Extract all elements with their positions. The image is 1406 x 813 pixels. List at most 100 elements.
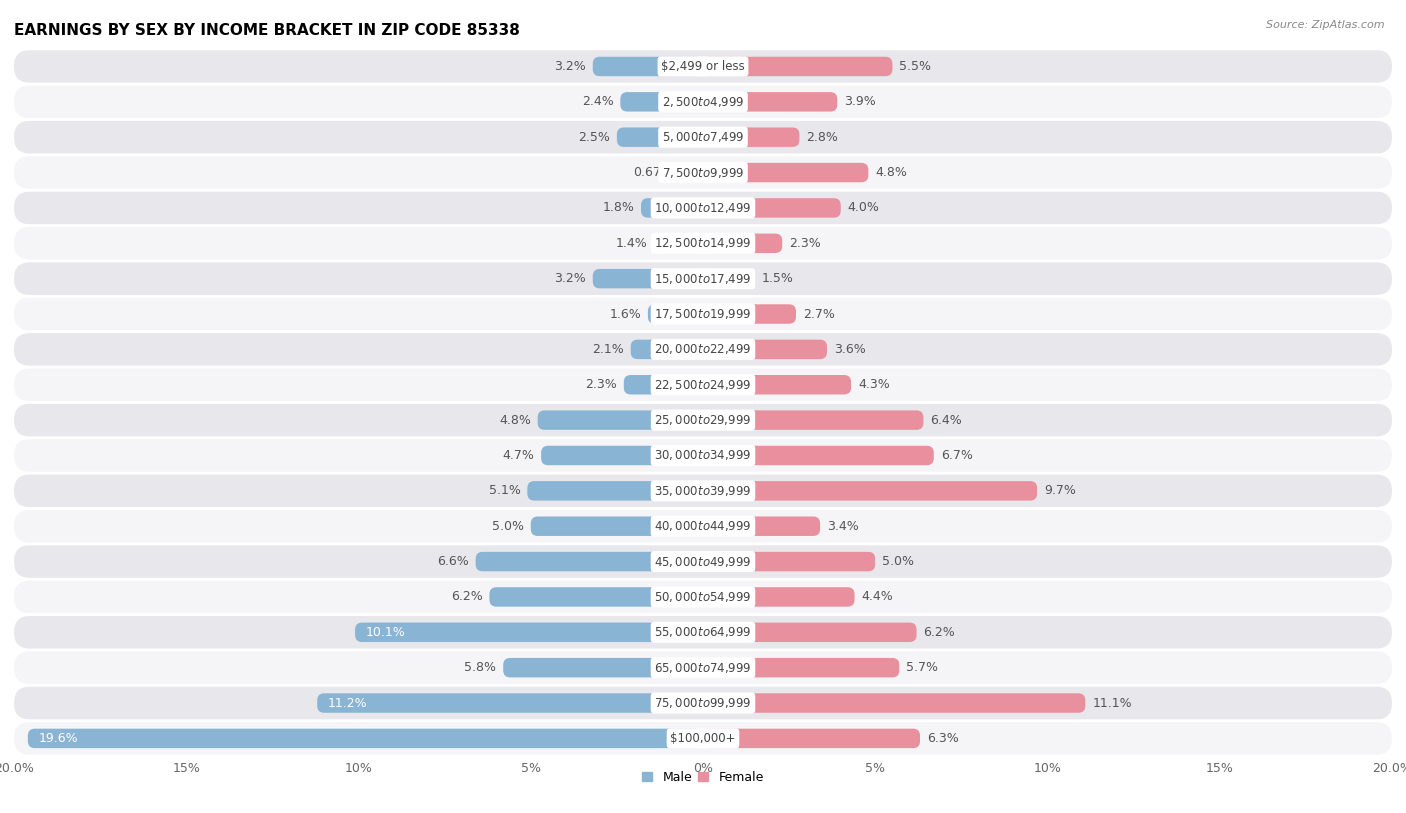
Text: 2.1%: 2.1% [592, 343, 624, 356]
FancyBboxPatch shape [620, 92, 703, 111]
Text: 5.0%: 5.0% [882, 555, 914, 568]
Text: 1.4%: 1.4% [616, 237, 648, 250]
Text: 6.4%: 6.4% [931, 414, 962, 427]
Text: 4.8%: 4.8% [875, 166, 907, 179]
FancyBboxPatch shape [703, 728, 920, 748]
Text: Source: ZipAtlas.com: Source: ZipAtlas.com [1267, 20, 1385, 30]
FancyBboxPatch shape [703, 233, 782, 253]
Text: 19.6%: 19.6% [38, 732, 77, 745]
FancyBboxPatch shape [703, 658, 900, 677]
FancyBboxPatch shape [703, 411, 924, 430]
Text: $100,000+: $100,000+ [671, 732, 735, 745]
FancyBboxPatch shape [703, 481, 1038, 501]
FancyBboxPatch shape [703, 623, 917, 642]
Text: $65,000 to $74,999: $65,000 to $74,999 [654, 661, 752, 675]
FancyBboxPatch shape [703, 198, 841, 218]
Text: 2.4%: 2.4% [582, 95, 613, 108]
Text: 6.3%: 6.3% [927, 732, 959, 745]
Text: 10.1%: 10.1% [366, 626, 405, 639]
Text: 1.6%: 1.6% [609, 307, 641, 320]
FancyBboxPatch shape [14, 85, 1392, 118]
Text: 9.7%: 9.7% [1045, 485, 1076, 498]
FancyBboxPatch shape [703, 375, 851, 394]
Text: $10,000 to $12,499: $10,000 to $12,499 [654, 201, 752, 215]
Text: $5,000 to $7,499: $5,000 to $7,499 [662, 130, 744, 144]
FancyBboxPatch shape [318, 693, 703, 713]
Text: 6.7%: 6.7% [941, 449, 973, 462]
Text: EARNINGS BY SEX BY INCOME BRACKET IN ZIP CODE 85338: EARNINGS BY SEX BY INCOME BRACKET IN ZIP… [14, 23, 520, 38]
FancyBboxPatch shape [14, 227, 1392, 259]
FancyBboxPatch shape [537, 411, 703, 430]
Text: 4.8%: 4.8% [499, 414, 531, 427]
Text: 5.5%: 5.5% [900, 60, 931, 73]
Text: 6.6%: 6.6% [437, 555, 468, 568]
Text: 2.3%: 2.3% [789, 237, 821, 250]
Text: 1.8%: 1.8% [602, 202, 634, 215]
Legend: Male, Female: Male, Female [637, 766, 769, 789]
FancyBboxPatch shape [593, 269, 703, 289]
FancyBboxPatch shape [648, 304, 703, 324]
Text: 2.8%: 2.8% [807, 131, 838, 144]
FancyBboxPatch shape [14, 651, 1392, 684]
Text: $35,000 to $39,999: $35,000 to $39,999 [654, 484, 752, 498]
FancyBboxPatch shape [14, 263, 1392, 295]
Text: $15,000 to $17,499: $15,000 to $17,499 [654, 272, 752, 285]
Text: $7,500 to $9,999: $7,500 to $9,999 [662, 166, 744, 180]
FancyBboxPatch shape [641, 198, 703, 218]
FancyBboxPatch shape [14, 50, 1392, 83]
FancyBboxPatch shape [14, 722, 1392, 754]
FancyBboxPatch shape [681, 163, 703, 182]
FancyBboxPatch shape [14, 156, 1392, 189]
FancyBboxPatch shape [14, 368, 1392, 401]
FancyBboxPatch shape [28, 728, 703, 748]
Text: 11.1%: 11.1% [1092, 697, 1132, 710]
Text: 5.0%: 5.0% [492, 520, 524, 533]
FancyBboxPatch shape [703, 57, 893, 76]
Text: 1.5%: 1.5% [762, 272, 793, 285]
Text: 5.7%: 5.7% [907, 661, 938, 674]
FancyBboxPatch shape [475, 552, 703, 572]
FancyBboxPatch shape [703, 269, 755, 289]
Text: $22,500 to $24,999: $22,500 to $24,999 [654, 378, 752, 392]
Text: $12,500 to $14,999: $12,500 to $14,999 [654, 237, 752, 250]
FancyBboxPatch shape [655, 233, 703, 253]
Text: $30,000 to $34,999: $30,000 to $34,999 [654, 449, 752, 463]
FancyBboxPatch shape [489, 587, 703, 606]
FancyBboxPatch shape [703, 340, 827, 359]
FancyBboxPatch shape [703, 516, 820, 536]
Text: $50,000 to $54,999: $50,000 to $54,999 [654, 590, 752, 604]
Text: 0.67%: 0.67% [633, 166, 673, 179]
FancyBboxPatch shape [703, 163, 869, 182]
FancyBboxPatch shape [527, 481, 703, 501]
Text: 4.0%: 4.0% [848, 202, 880, 215]
Text: 5.8%: 5.8% [464, 661, 496, 674]
FancyBboxPatch shape [703, 128, 800, 147]
Text: $25,000 to $29,999: $25,000 to $29,999 [654, 413, 752, 427]
FancyBboxPatch shape [703, 587, 855, 606]
FancyBboxPatch shape [14, 616, 1392, 649]
Text: 4.4%: 4.4% [862, 590, 893, 603]
Text: 6.2%: 6.2% [451, 590, 482, 603]
FancyBboxPatch shape [593, 57, 703, 76]
Text: $75,000 to $99,999: $75,000 to $99,999 [654, 696, 752, 710]
FancyBboxPatch shape [14, 510, 1392, 542]
Text: $40,000 to $44,999: $40,000 to $44,999 [654, 520, 752, 533]
FancyBboxPatch shape [14, 333, 1392, 366]
Text: $17,500 to $19,999: $17,500 to $19,999 [654, 307, 752, 321]
FancyBboxPatch shape [703, 92, 838, 111]
Text: 3.2%: 3.2% [554, 272, 586, 285]
Text: 3.9%: 3.9% [844, 95, 876, 108]
Text: 3.4%: 3.4% [827, 520, 859, 533]
Text: 2.5%: 2.5% [578, 131, 610, 144]
FancyBboxPatch shape [703, 693, 1085, 713]
Text: 11.2%: 11.2% [328, 697, 367, 710]
FancyBboxPatch shape [703, 304, 796, 324]
FancyBboxPatch shape [14, 298, 1392, 330]
FancyBboxPatch shape [14, 404, 1392, 437]
FancyBboxPatch shape [14, 439, 1392, 472]
FancyBboxPatch shape [14, 475, 1392, 507]
FancyBboxPatch shape [631, 340, 703, 359]
FancyBboxPatch shape [14, 580, 1392, 613]
FancyBboxPatch shape [703, 446, 934, 465]
Text: $2,500 to $4,999: $2,500 to $4,999 [662, 95, 744, 109]
